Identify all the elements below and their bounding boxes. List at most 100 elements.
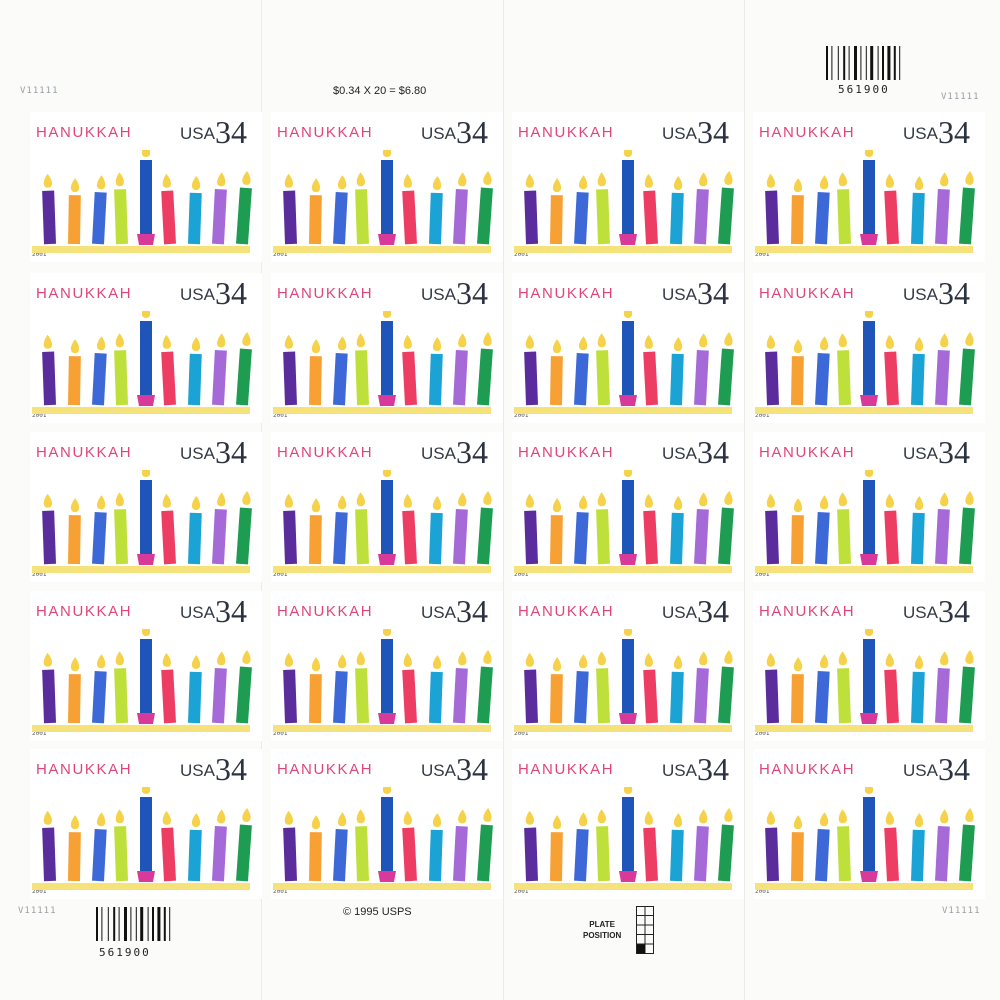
- menorah-candles-art: [514, 150, 734, 253]
- barcode-bar: [887, 46, 891, 80]
- barcode-bar: [118, 907, 120, 941]
- candle-body: [959, 666, 975, 724]
- stamp-country: USA: [180, 761, 215, 780]
- shamash-holder: [860, 395, 878, 406]
- candle-shamash: [860, 150, 878, 245]
- flame-icon: [432, 654, 442, 669]
- flame-icon: [311, 657, 321, 672]
- stamp: HANUKKAH USA 34 2001: [30, 591, 262, 741]
- candle-6: [161, 173, 176, 245]
- candle-body: [643, 669, 658, 724]
- candle-body: [453, 509, 468, 565]
- candle-1: [42, 493, 56, 565]
- flame-icon: [162, 810, 171, 825]
- plate-number-top-left: V11111: [20, 86, 59, 96]
- stamp-denomination: 34: [697, 751, 729, 787]
- candle-8: [935, 492, 950, 565]
- candle-body: [140, 797, 152, 871]
- stamp-title: HANUKKAH: [36, 285, 133, 302]
- plate-number-text: V11111: [18, 906, 57, 916]
- candle-body: [114, 826, 128, 882]
- flame-icon: [284, 334, 294, 349]
- candle-body: [959, 187, 975, 245]
- candle-3: [333, 495, 348, 565]
- candle-body: [837, 509, 851, 565]
- candle-4: [355, 651, 369, 724]
- flame-icon: [162, 334, 171, 349]
- candle-7: [670, 812, 684, 882]
- candle-2: [68, 657, 81, 724]
- candle-9: [718, 807, 734, 882]
- candle-body: [524, 827, 538, 882]
- candle-6: [884, 493, 899, 565]
- flame-icon: [70, 178, 80, 193]
- shamash-holder: [860, 871, 878, 882]
- barcode-bar: [860, 46, 862, 80]
- candle-9: [718, 490, 734, 565]
- candle-2: [791, 657, 804, 724]
- flame-icon: [141, 787, 151, 794]
- stamp: HANUKKAH USA 34 2001: [512, 749, 744, 899]
- stamp-country: USA: [421, 444, 456, 463]
- flame-icon: [965, 649, 974, 664]
- plate-number-bottom-left: V11111: [18, 906, 57, 916]
- candle-body: [402, 510, 417, 565]
- candle-body: [333, 191, 348, 245]
- candle-body: [402, 351, 417, 406]
- flame-icon: [242, 807, 251, 822]
- candle-body: [333, 511, 348, 565]
- candle-body: [670, 353, 684, 406]
- candle-body: [765, 669, 779, 724]
- candle-body: [429, 829, 443, 882]
- flame-icon: [724, 649, 733, 664]
- candle-body: [212, 189, 227, 245]
- candle-shamash: [619, 470, 637, 565]
- candle-6: [884, 173, 899, 245]
- candle-body: [837, 350, 851, 406]
- candle-body: [283, 669, 297, 724]
- candle-body: [453, 668, 468, 724]
- plate-number-bottom-right: V11111: [942, 906, 981, 916]
- stamp-year: 2001: [755, 571, 770, 578]
- flame-icon: [644, 493, 653, 508]
- stamp-denomination: 34: [697, 114, 729, 150]
- candle-6: [161, 334, 176, 406]
- candle-body: [884, 827, 899, 882]
- candle-base-bar: [755, 407, 973, 414]
- candle-body: [453, 350, 468, 406]
- candle-body: [140, 480, 152, 554]
- candle-7: [188, 336, 202, 406]
- candle-shamash: [860, 470, 878, 565]
- candle-6: [402, 652, 417, 724]
- candle-7: [429, 336, 443, 406]
- flame-icon: [864, 629, 874, 636]
- stamp-denomination: 34: [938, 114, 970, 150]
- candle-body: [355, 350, 369, 406]
- candle-1: [524, 334, 538, 406]
- candle-body: [283, 351, 297, 406]
- candle-body: [935, 668, 950, 724]
- flame-icon: [162, 173, 171, 188]
- candle-body: [477, 666, 493, 724]
- candle-9: [477, 807, 493, 882]
- stamp-denomination: 34: [938, 751, 970, 787]
- candle-body: [935, 189, 950, 245]
- barcode-bar: [848, 46, 850, 80]
- flame-icon: [552, 339, 562, 354]
- candle-body: [837, 826, 851, 882]
- candle-8: [935, 172, 950, 245]
- stamp-denomination: 34: [938, 593, 970, 629]
- flame-icon: [673, 812, 683, 827]
- flame-icon: [838, 333, 847, 348]
- candle-base-bar: [32, 246, 250, 253]
- candle-9: [236, 331, 252, 406]
- flame-icon: [242, 331, 251, 346]
- flame-icon: [838, 172, 847, 187]
- candle-1: [283, 334, 297, 406]
- flame-icon: [724, 331, 733, 346]
- candle-3: [574, 654, 589, 724]
- barcode-bar: [140, 907, 144, 941]
- candle-1: [283, 810, 297, 882]
- candle-body: [188, 671, 202, 724]
